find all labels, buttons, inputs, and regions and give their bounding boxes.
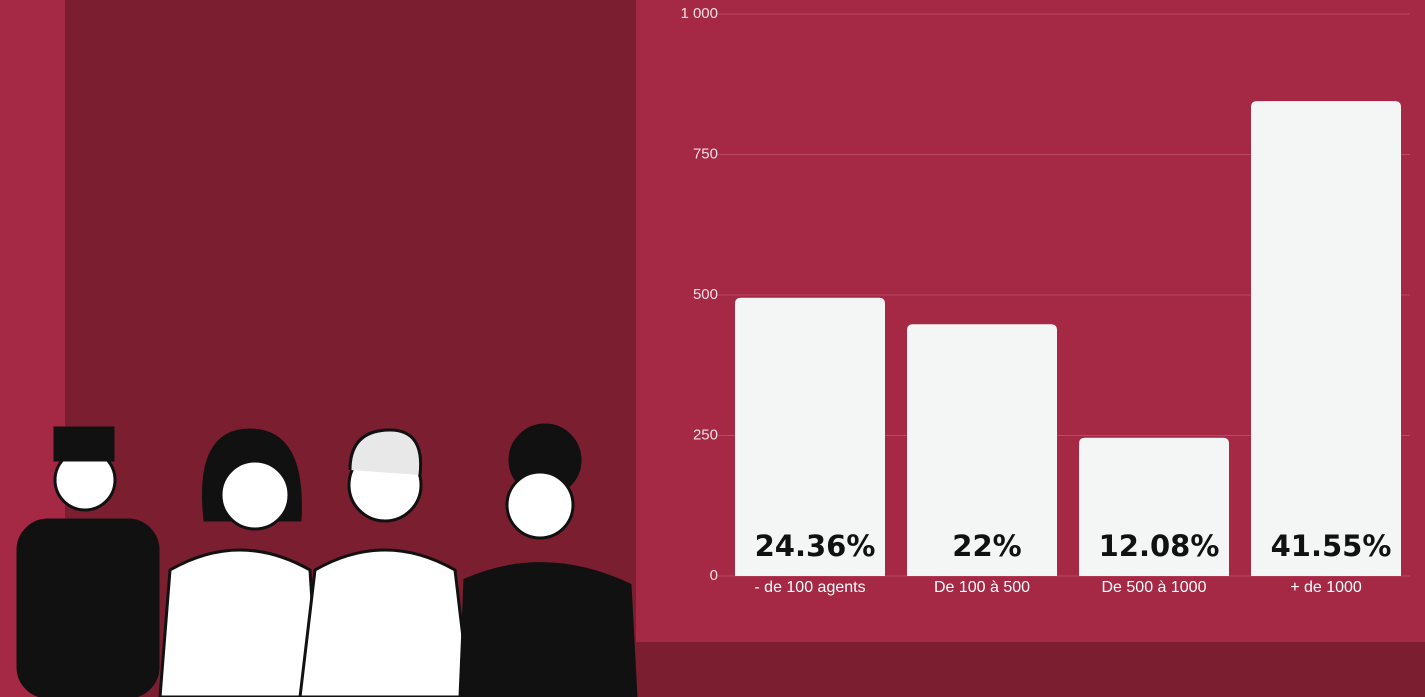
illustration [16, 423, 638, 697]
bar [1079, 437, 1229, 576]
bar [1251, 101, 1401, 577]
y-tick-label: 0 [710, 567, 718, 584]
share-label: 12.08% [1099, 529, 1220, 563]
share-label: 22% [952, 529, 1021, 563]
x-tick-label: De 100 à 500 [934, 579, 1030, 596]
y-tick-label: 500 [693, 286, 718, 303]
x-tick-label: De 500 à 1000 [1102, 579, 1207, 596]
bottom-strip [636, 642, 1425, 697]
share-label: 41.55% [1271, 529, 1392, 563]
bar [907, 324, 1057, 576]
share-label: 24.36% [755, 529, 876, 563]
bar [735, 297, 885, 576]
y-tick-label: 250 [693, 426, 718, 443]
y-tick-label: 750 [693, 145, 718, 162]
y-tick-label: 1 000 [680, 5, 718, 22]
x-tick-label: - de 100 agents [754, 579, 865, 596]
x-tick-label: + de 1000 [1290, 579, 1362, 596]
